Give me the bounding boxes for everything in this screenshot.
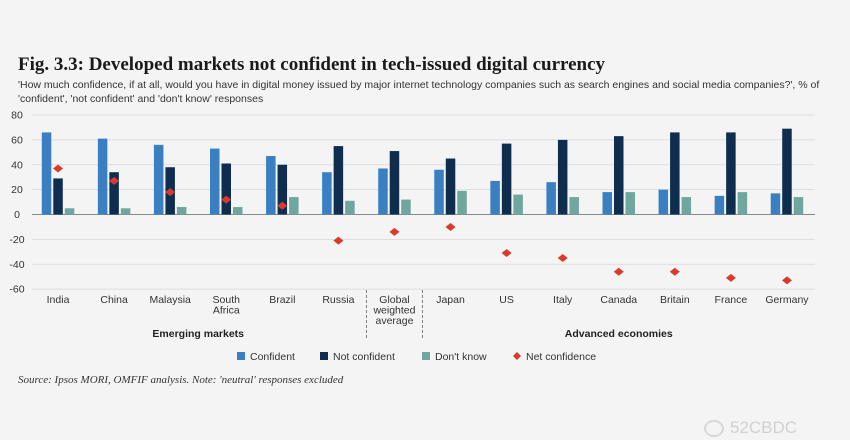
y-tick-label: 40 [11, 159, 23, 171]
x-category-label: US [499, 294, 514, 306]
bar-confident-canada [602, 192, 612, 215]
bar-don-t-know-japan [457, 190, 467, 215]
bar-confident-china [97, 138, 108, 215]
x-category-label: Germany [765, 294, 809, 306]
y-tick-label: -60 [9, 284, 24, 296]
bar-don-t-know-italy [569, 197, 579, 215]
net-confidence-marker-china [109, 176, 120, 185]
bar-don-t-know-britain [681, 197, 692, 215]
bar-don-t-know-canada [625, 192, 635, 215]
x-category-label: India [47, 294, 70, 306]
bar-not-confident-global-weighted-average [389, 151, 400, 215]
net-confidence-marker-japan [445, 222, 456, 231]
bar-confident-france [714, 195, 725, 215]
legend-swatch [513, 352, 521, 360]
net-confidence-marker-france [725, 273, 736, 282]
x-category-label: Malaysia [149, 294, 191, 306]
net-confidence-marker-germany [781, 276, 792, 285]
y-tick-label: -20 [9, 234, 24, 246]
legend-label: Don't know [435, 351, 487, 363]
x-category-label: Italy [553, 294, 573, 306]
bar-don-t-know-us [513, 194, 523, 215]
bar-confident-india [41, 132, 52, 215]
bar-confident-russia [322, 172, 332, 215]
legend-swatch [422, 352, 430, 360]
x-category-label: Japan [436, 294, 465, 306]
bar-not-confident-us [501, 143, 512, 215]
bar-not-confident-germany [782, 128, 792, 215]
bar-don-t-know-malaysia [176, 207, 187, 215]
y-tick-label: 80 [11, 110, 23, 122]
net-confidence-marker-india [53, 164, 64, 173]
y-tick-label: 0 [14, 209, 20, 221]
wechat-icon [704, 420, 724, 438]
x-category-label: South Africa [213, 294, 241, 317]
x-category-label: Global weighted average [372, 294, 415, 327]
bar-confident-britain [658, 189, 669, 215]
bar-not-confident-india [53, 178, 63, 215]
bar-confident-italy [546, 182, 556, 215]
y-tick-label: -40 [9, 259, 24, 271]
bar-don-t-know-global-weighted-average [401, 199, 411, 215]
net-confidence-marker-malaysia [165, 188, 176, 197]
x-category-label: China [100, 294, 128, 306]
bar-not-confident-brazil [277, 164, 288, 215]
bar-not-confident-south-africa [221, 163, 231, 215]
bar-not-confident-britain [670, 132, 680, 215]
net-confidence-marker-britain [669, 267, 680, 276]
net-confidence-marker-south-africa [221, 195, 232, 204]
x-category-label: Canada [600, 294, 637, 306]
bar-don-t-know-south-africa [233, 207, 243, 215]
chart-title: Fig. 3.3: Developed markets not confiden… [18, 54, 606, 75]
bar-not-confident-russia [333, 146, 344, 215]
bar-not-confident-canada [614, 136, 624, 215]
bar-confident-japan [434, 169, 444, 215]
y-tick-label: 20 [11, 184, 23, 196]
bar-don-t-know-china [120, 208, 131, 215]
chart: -60 -40 -20 0 20 40 60 80 India China Malaysia Sout… [9, 110, 815, 363]
bar-don-t-know-france [737, 192, 748, 215]
y-tick-label: 60 [11, 134, 23, 146]
watermark-text: 52CBDC [730, 418, 798, 437]
watermark: 52CBDC [704, 418, 797, 438]
bar-don-t-know-russia [345, 200, 355, 215]
net-confidence-marker-brazil [277, 201, 288, 210]
bar-confident-malaysia [153, 144, 164, 215]
bar-confident-brazil [266, 156, 276, 215]
bar-don-t-know-germany [793, 197, 804, 215]
bar-not-confident-france [726, 132, 736, 215]
bar-confident-germany [770, 193, 781, 215]
net-confidence-marker-canada [613, 267, 624, 276]
legend-label: Confident [250, 351, 295, 363]
net-confidence-marker-russia [333, 236, 344, 245]
bar-confident-global-weighted-average [378, 168, 388, 215]
legend-label: Net confidence [526, 351, 596, 363]
x-category-label: Brazil [269, 294, 295, 306]
x-category-label: Britain [660, 294, 690, 306]
bar-not-confident-japan [445, 158, 456, 215]
legend-label: Not confident [333, 351, 395, 363]
group-label: Emerging markets [152, 328, 244, 340]
bar-not-confident-china [109, 172, 119, 215]
x-category-label: France [715, 294, 748, 306]
legend-swatch [320, 352, 328, 360]
net-confidence-marker-us [501, 249, 512, 258]
bar-don-t-know-brazil [289, 197, 299, 215]
bar-don-t-know-india [64, 208, 75, 215]
x-category-label: Russia [322, 294, 354, 306]
legend-swatch [237, 352, 245, 360]
bar-confident-south-africa [210, 148, 220, 215]
group-label: Advanced economies [565, 328, 673, 340]
net-confidence-marker-global-weighted-average [389, 227, 400, 236]
source-note: Source: Ipsos MORI, OMFIF analysis. Note… [18, 374, 344, 386]
bar-not-confident-italy [557, 139, 568, 215]
bar-confident-us [490, 180, 500, 215]
net-confidence-marker-italy [557, 254, 568, 263]
chart-subtitle: 'How much confidence, if at all, would y… [18, 79, 820, 105]
